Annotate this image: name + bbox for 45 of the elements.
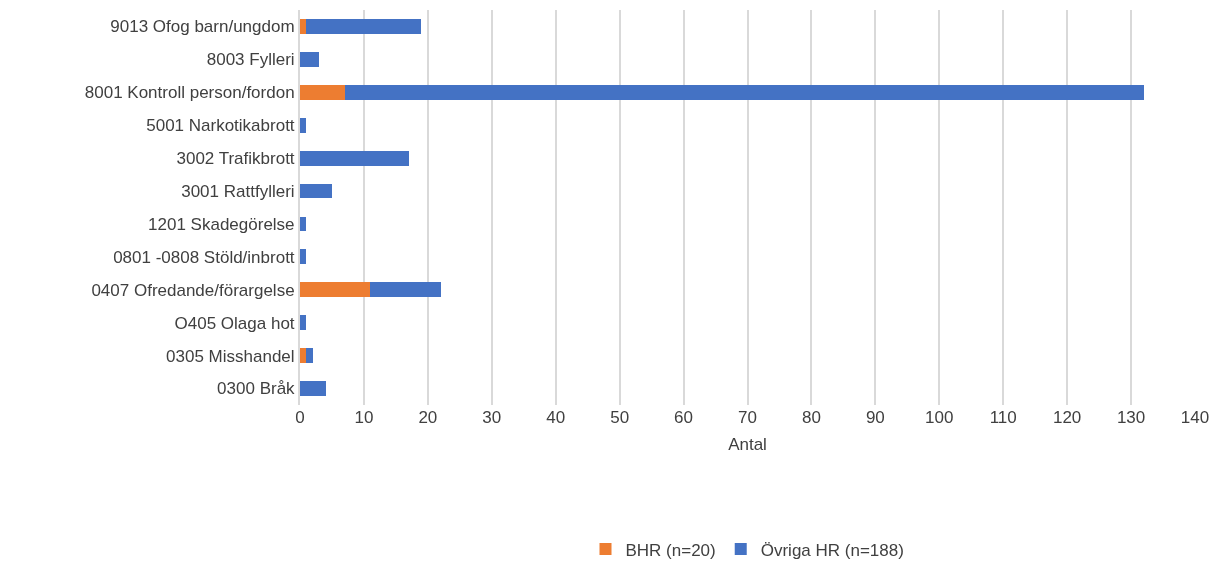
y-tick-label: 8003 Fylleri (206, 50, 295, 70)
x-tick-label: 120 (1052, 408, 1082, 427)
x-tick-label: 110 (989, 408, 1017, 427)
x-tick-label: 40 (546, 408, 566, 427)
x-tick-label: 140 (1180, 408, 1210, 427)
bar (300, 84, 345, 100)
x-tick-label: 60 (674, 408, 694, 427)
x-tick-label: 100 (925, 408, 954, 427)
y-tick-label: 1201 Skadegörelse (148, 214, 295, 234)
legend-label: Övriga HR (n=188) (760, 540, 904, 560)
y-tick-label: 3001 Rattfylleri (181, 181, 295, 201)
bar (300, 249, 307, 265)
x-axis-title: Antal (728, 435, 767, 455)
x-tick-label: 0 (295, 408, 305, 427)
x-tick-label: 80 (801, 408, 821, 427)
x-tick-label: 20 (418, 408, 438, 427)
y-tick-label: 0300 Bråk (217, 379, 296, 399)
x-tick-label: 50 (610, 408, 630, 427)
bar (300, 282, 371, 298)
x-tick-label: 10 (354, 408, 374, 427)
bar (306, 19, 422, 34)
y-tick-label: 3002 Trafikbrott (176, 149, 295, 169)
y-tick-label: O405 Olaga hot (174, 313, 295, 333)
bar (300, 19, 307, 34)
bar (300, 51, 320, 67)
bar (306, 348, 313, 364)
y-tick-label: 0305 Misshandel (166, 346, 295, 366)
x-tick-label: 70 (738, 408, 757, 427)
bar (300, 117, 307, 133)
legend-label: BHR (n=20) (625, 540, 716, 560)
y-tick-label: 5001 Narkotikabrott (146, 116, 295, 136)
bar (370, 282, 441, 298)
bar (300, 183, 332, 199)
bar (300, 348, 307, 364)
y-tick-label: 0407 Ofredande/förargelse (91, 280, 295, 300)
x-tick-label: 30 (482, 408, 502, 427)
bar (300, 315, 307, 331)
bar (300, 150, 409, 166)
x-tick-label: 90 (865, 408, 885, 427)
y-tick-label: 8001 Kontroll person/fordon (84, 83, 295, 103)
y-tick-label: 0801 -0808 Stöld/inbrott (113, 247, 295, 267)
y-tick-label: 9013 Ofog barn/ungdom (110, 17, 295, 37)
bar (344, 84, 1144, 100)
x-tick-label: 130 (1116, 408, 1146, 427)
bar (300, 381, 326, 396)
